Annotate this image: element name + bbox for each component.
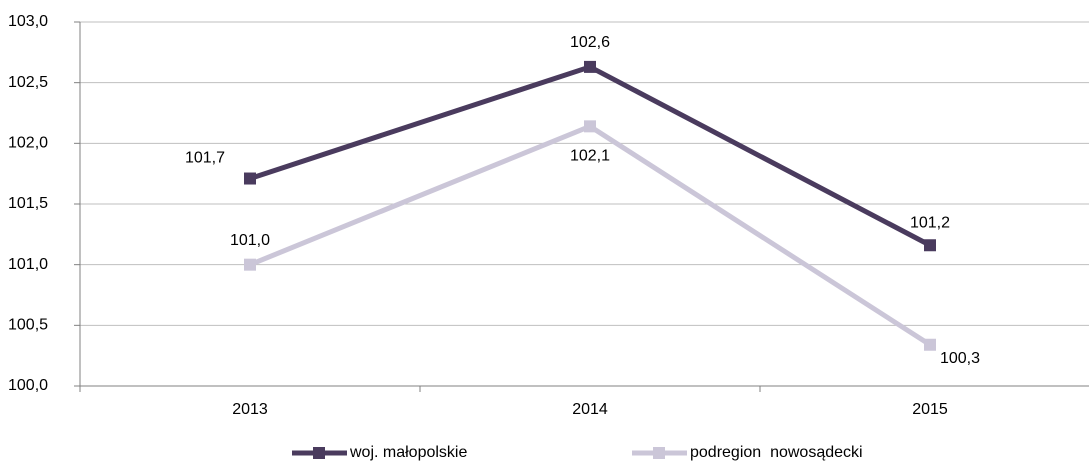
y-tick-label: 103,0 <box>8 13 48 30</box>
legend-marker <box>313 447 325 459</box>
y-tick-label: 102,0 <box>8 135 48 152</box>
data-label: 101,7 <box>185 150 225 167</box>
point-marker <box>924 239 936 252</box>
y-tick-label: 100,5 <box>8 317 48 334</box>
legend-marker <box>653 447 665 459</box>
data-label: 102,1 <box>570 148 610 165</box>
point-marker <box>244 172 256 185</box>
x-tick-label: 2014 <box>572 401 608 418</box>
point-marker <box>244 258 256 271</box>
legend-label: woj. małopolskie <box>349 444 467 461</box>
point-marker <box>584 120 596 133</box>
x-tick-label: 2013 <box>232 401 268 418</box>
y-tick-label: 102,5 <box>8 74 48 91</box>
data-label: 100,3 <box>940 350 980 367</box>
y-tick-label: 100,0 <box>8 377 48 394</box>
x-tick-label: 2015 <box>912 401 948 418</box>
y-tick-label: 101,5 <box>8 195 48 212</box>
point-marker <box>924 338 936 351</box>
data-label: 101,2 <box>910 214 950 231</box>
point-marker <box>584 60 596 73</box>
y-tick-label: 101,0 <box>8 256 48 273</box>
data-label: 101,0 <box>230 232 270 249</box>
data-label: 102,6 <box>570 34 610 51</box>
legend-label: podregion nowosądecki <box>690 444 863 461</box>
